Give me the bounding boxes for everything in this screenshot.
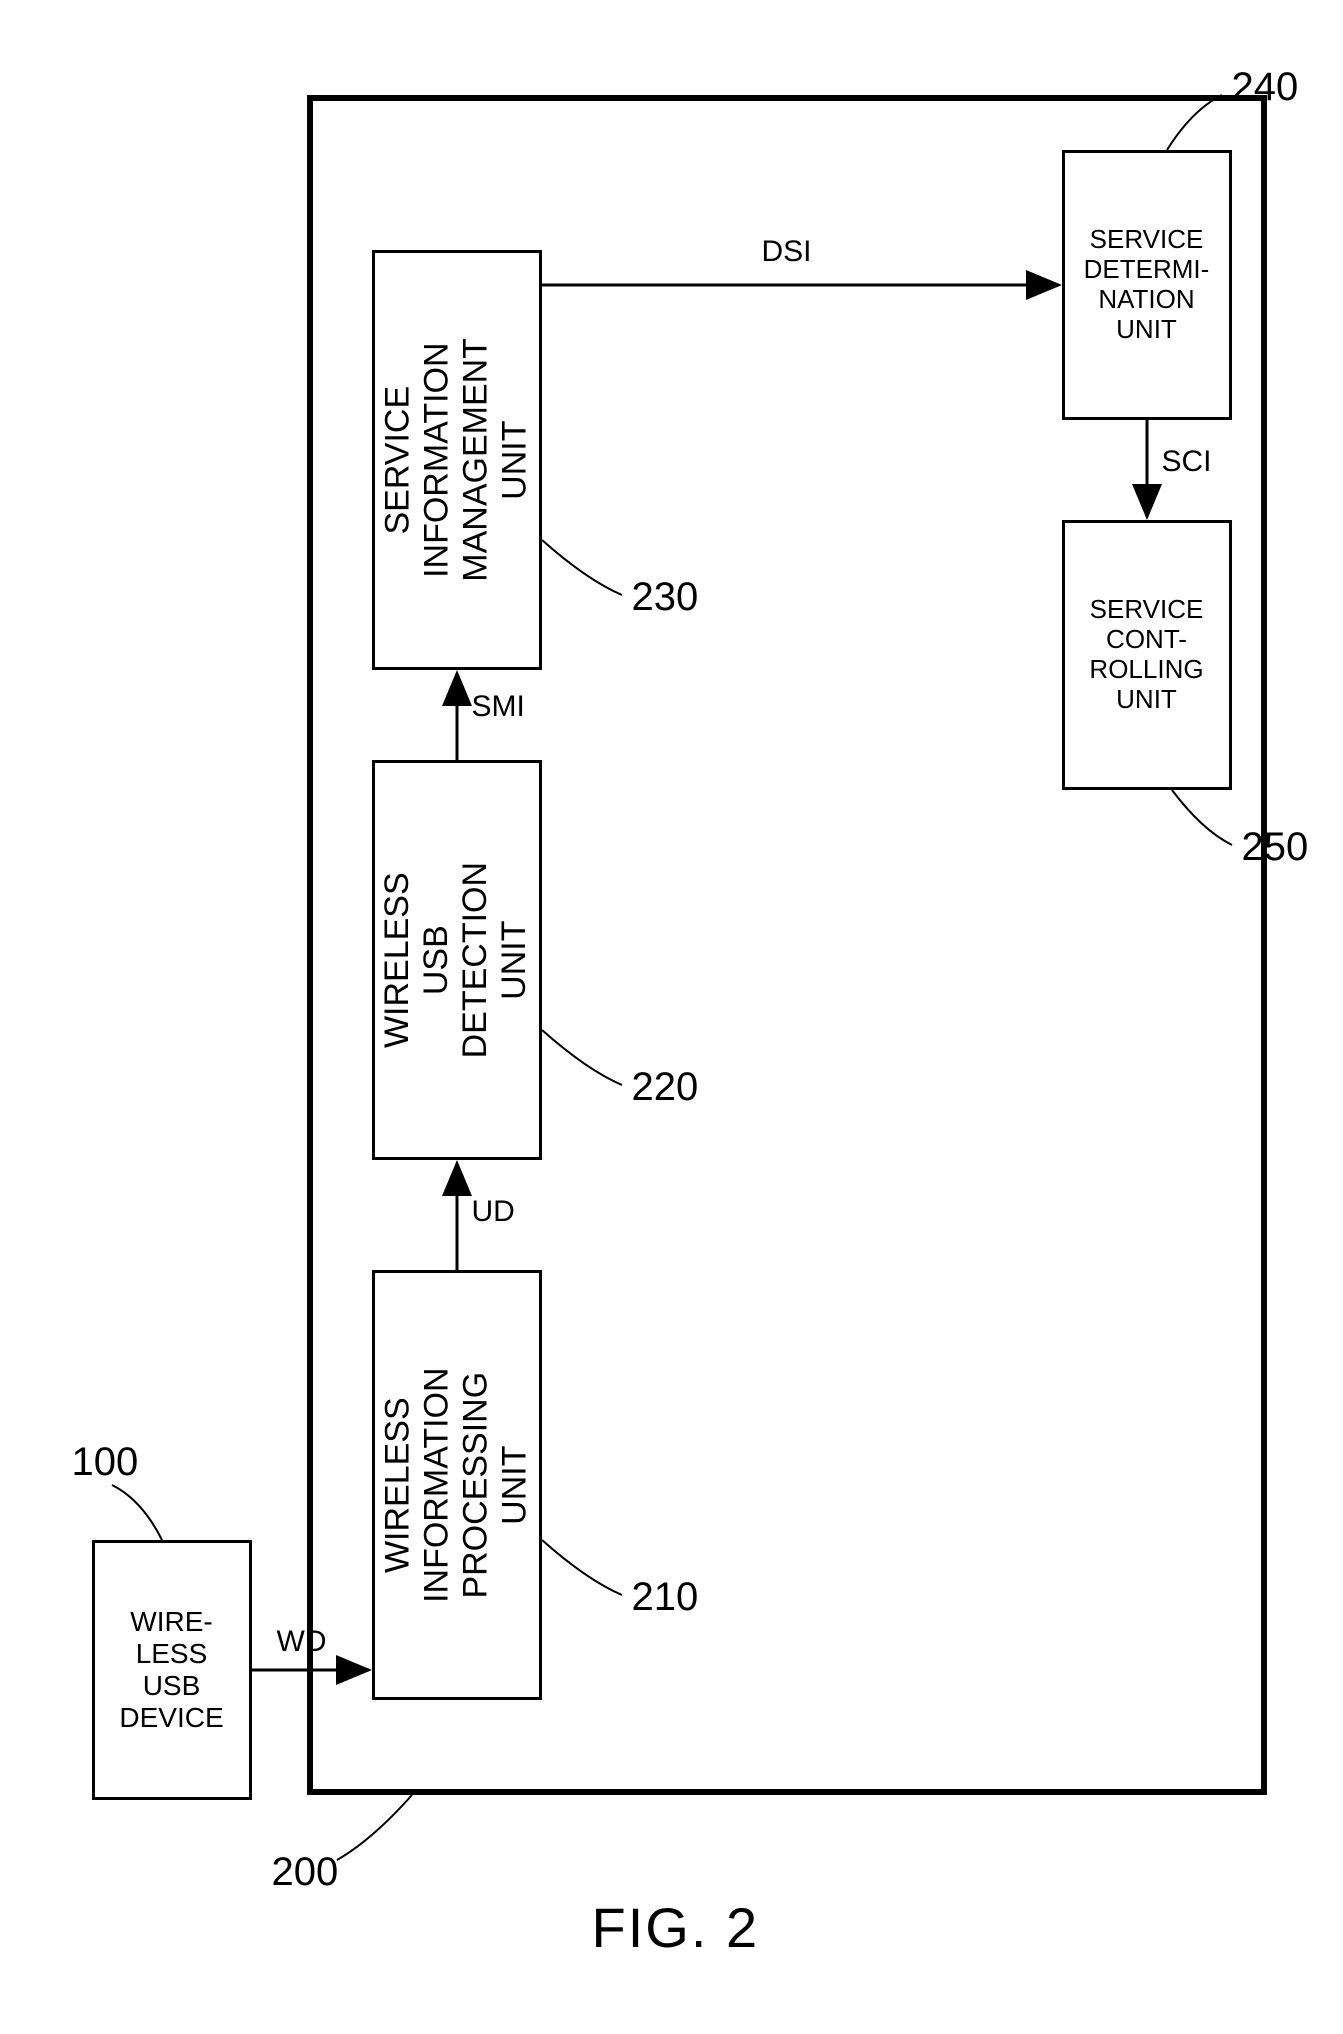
controlling-unit-label: SERVICE CONT- ROLLING UNIT xyxy=(1089,595,1203,715)
management-unit-box: SERVICE INFORMATION MANAGEMENT UNIT xyxy=(372,250,542,670)
controlling-unit-box: SERVICE CONT- ROLLING UNIT xyxy=(1062,520,1232,790)
detection-unit-label: WIRELESS USB DETECTION UNIT xyxy=(378,862,534,1058)
ref-250: 250 xyxy=(1242,825,1309,870)
ref-230: 230 xyxy=(632,575,699,620)
ref-200: 200 xyxy=(272,1850,339,1895)
signal-sci: SCI xyxy=(1162,445,1212,479)
ref-220: 220 xyxy=(632,1065,699,1110)
processing-unit-box: WIRELESS INFORMATION PROCESSING UNIT xyxy=(372,1270,542,1700)
wireless-usb-device-label: WIRE- LESS USB DEVICE xyxy=(119,1606,223,1735)
signal-dsi: DSI xyxy=(762,235,812,269)
signal-smi: SMI xyxy=(472,690,525,724)
signal-ud: UD xyxy=(472,1195,515,1229)
signal-wd: WD xyxy=(277,1625,327,1659)
detection-unit-box: WIRELESS USB DETECTION UNIT xyxy=(372,760,542,1160)
ref-240: 240 xyxy=(1232,65,1299,110)
determination-unit-box: SERVICE DETERMI- NATION UNIT xyxy=(1062,150,1232,420)
ref-100: 100 xyxy=(72,1440,139,1485)
processing-unit-label: WIRELESS INFORMATION PROCESSING UNIT xyxy=(378,1367,534,1602)
wireless-usb-device-box: WIRE- LESS USB DEVICE xyxy=(92,1540,252,1800)
ref-210: 210 xyxy=(632,1575,699,1620)
diagram-container: WIRE- LESS USB DEVICE WIRELESS INFORMATI… xyxy=(42,40,1302,1990)
management-unit-label: SERVICE INFORMATION MANAGEMENT UNIT xyxy=(378,338,534,581)
figure-label: FIG. 2 xyxy=(592,1895,760,1960)
determination-unit-label: SERVICE DETERMI- NATION UNIT xyxy=(1084,225,1210,345)
